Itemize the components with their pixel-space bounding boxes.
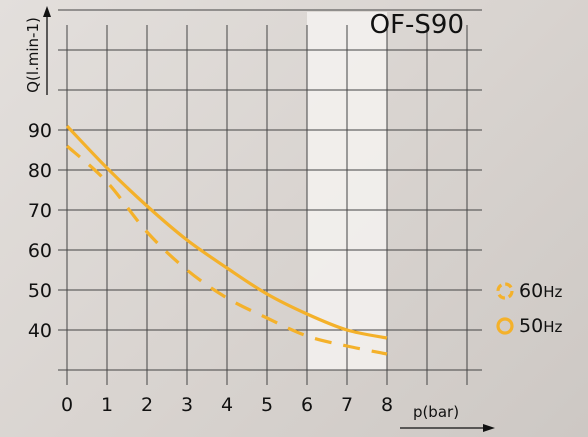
legend-label: 60Hz	[519, 280, 562, 302]
x-tick-label: 3	[181, 394, 193, 416]
y-tick-label: 60	[28, 240, 52, 262]
x-tick-label: 2	[141, 394, 153, 416]
legend-number: 50	[519, 315, 543, 337]
legend-marker-60Hz	[496, 282, 514, 300]
y-tick-label: 80	[28, 160, 52, 182]
x-tick-label: 6	[301, 394, 313, 416]
x-tick-label: 4	[221, 394, 233, 416]
y-tick-label: 40	[28, 320, 52, 342]
tick-labels: 0 1 2 3 4 5 6 7 8 40 50 60 70 80 90	[28, 120, 393, 416]
x-tick-label: 7	[341, 394, 353, 416]
y-axis-label: Q(l.min-1)	[24, 17, 42, 93]
y-tick-label: 90	[28, 120, 52, 142]
legend-marker-50Hz	[496, 317, 514, 335]
y-tick-label: 70	[28, 200, 52, 222]
x-axis-arrow-head	[483, 424, 495, 432]
y-axis-arrow-head	[43, 6, 51, 17]
y-tick-label: 50	[28, 280, 52, 302]
x-tick-label: 8	[381, 394, 393, 416]
chart-title: OF-S90	[370, 10, 464, 40]
series-line-60Hz	[65, 144, 388, 356]
x-axis-label: p(bar)	[413, 403, 459, 421]
axes	[43, 6, 495, 432]
legend-unit: Hz	[543, 283, 562, 301]
grid	[58, 9, 482, 385]
legend-unit: Hz	[543, 318, 562, 336]
legend-number: 60	[519, 280, 543, 302]
x-tick-label: 1	[101, 394, 113, 416]
series-layer	[65, 124, 388, 356]
series-line-50Hz	[65, 124, 388, 340]
x-tick-label: 0	[61, 394, 73, 416]
x-tick-label: 5	[261, 394, 273, 416]
legend-label: 50Hz	[519, 315, 562, 337]
